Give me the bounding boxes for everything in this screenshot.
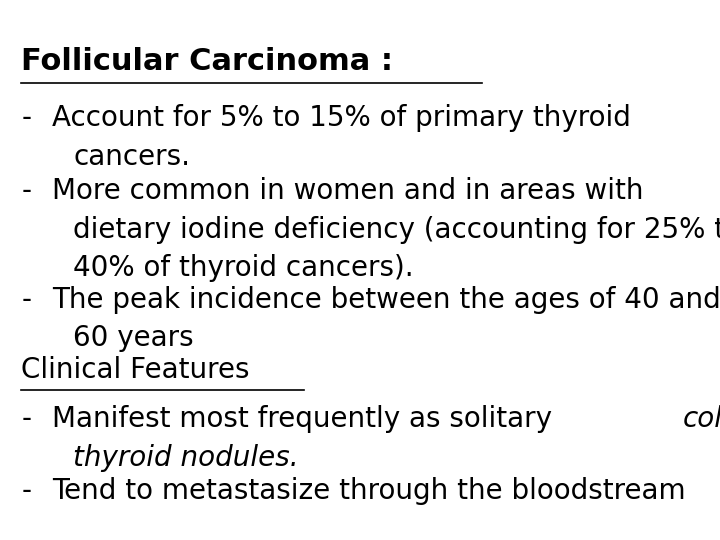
Text: 40% of thyroid cancers).: 40% of thyroid cancers). [73, 254, 414, 282]
Text: dietary iodine deficiency (accounting for 25% to: dietary iodine deficiency (accounting fo… [73, 215, 720, 244]
Text: More common in women and in areas with: More common in women and in areas with [53, 177, 644, 205]
Text: Account for 5% to 15% of primary thyroid: Account for 5% to 15% of primary thyroid [53, 104, 631, 132]
Text: cancers.: cancers. [73, 143, 190, 171]
Text: -: - [22, 405, 31, 433]
Text: Clinical Features: Clinical Features [22, 355, 250, 383]
Text: The peak incidence between the ages of 40 and: The peak incidence between the ages of 4… [53, 286, 720, 314]
Text: Tend to metastasize through the bloodstream: Tend to metastasize through the bloodstr… [53, 477, 686, 505]
Text: -: - [22, 177, 31, 205]
Text: Follicular Carcinoma :: Follicular Carcinoma : [22, 47, 393, 76]
Text: thyroid nodules.: thyroid nodules. [73, 444, 299, 471]
Text: Manifest most frequently as solitary: Manifest most frequently as solitary [53, 405, 562, 433]
Text: -: - [22, 477, 31, 505]
Text: cold: cold [683, 405, 720, 433]
Text: 60 years: 60 years [73, 325, 194, 353]
Text: -: - [22, 286, 31, 314]
Text: -: - [22, 104, 31, 132]
